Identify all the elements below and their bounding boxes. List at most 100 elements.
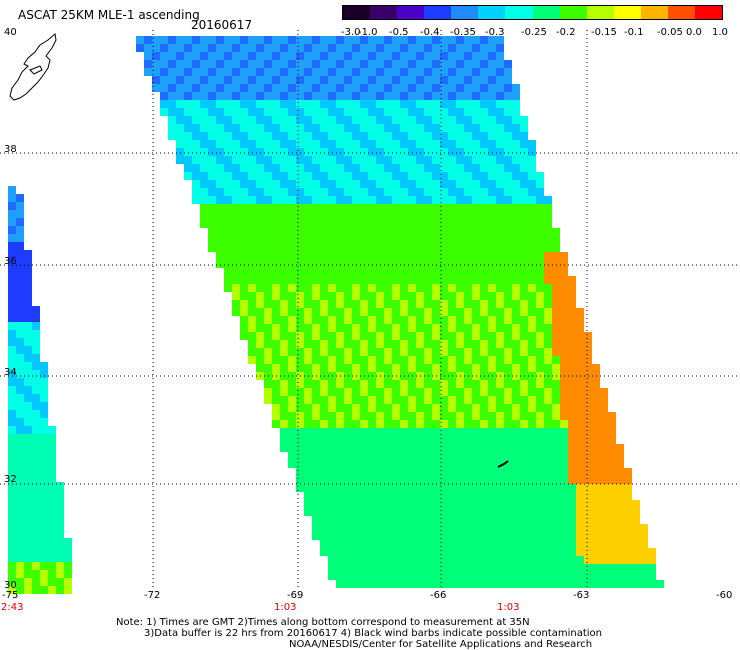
swath-cell <box>240 100 248 108</box>
swath-cell <box>248 44 256 52</box>
swath-cell <box>456 404 464 412</box>
swath-cell <box>432 316 440 324</box>
swath-cell <box>280 380 288 388</box>
swath-cell <box>544 284 552 292</box>
swath-cell <box>504 364 512 372</box>
time-label-left: 2:43 <box>1 602 24 613</box>
swath-cell <box>608 444 616 452</box>
swath-cell <box>336 572 344 580</box>
swath-cell <box>56 570 64 578</box>
swath-cell <box>488 396 496 404</box>
swath-cell <box>192 188 200 196</box>
swath-cell <box>440 284 448 292</box>
swath-cell <box>200 156 208 164</box>
swath-cell <box>624 572 632 580</box>
swath-cell <box>440 196 448 204</box>
swath-cell <box>280 284 288 292</box>
swath-cell <box>408 260 416 268</box>
swath-cell <box>248 84 256 92</box>
swath-cell <box>600 388 608 396</box>
swath-cell <box>280 180 288 188</box>
swath-cell <box>496 420 504 428</box>
swath-cell <box>384 580 392 588</box>
swath-cell <box>472 36 480 44</box>
swath-cell <box>448 44 456 52</box>
swath-cell <box>528 156 536 164</box>
swath-cell <box>584 572 592 580</box>
swath-cell <box>520 204 528 212</box>
swath-cell <box>296 204 304 212</box>
swath-cell <box>472 204 480 212</box>
swath-cell <box>40 530 48 538</box>
swath-cell <box>16 314 24 322</box>
swath-cell <box>480 308 488 316</box>
swath-cell <box>272 156 280 164</box>
swath-cell <box>328 244 336 252</box>
swath-cell <box>480 252 488 260</box>
swath-cell <box>440 52 448 60</box>
swath-cell <box>416 260 424 268</box>
swath-cell <box>232 228 240 236</box>
swath-cell <box>304 116 312 124</box>
swath-cell <box>432 236 440 244</box>
swath-cell <box>456 52 464 60</box>
swath-cell <box>488 84 496 92</box>
swath-cell <box>584 444 592 452</box>
swath-cell <box>408 292 416 300</box>
swath-cell <box>8 346 16 354</box>
swath-cell <box>320 76 328 84</box>
swath-cell <box>408 44 416 52</box>
swath-cell <box>272 356 280 364</box>
swath-cell <box>480 580 488 588</box>
swath-cell <box>384 340 392 348</box>
swath-cell <box>40 562 48 570</box>
swath-cell <box>528 412 536 420</box>
swath-cell <box>400 404 408 412</box>
swath-cell <box>200 60 208 68</box>
swath-cell <box>312 52 320 60</box>
swath-cell <box>400 476 408 484</box>
swath-cell <box>16 298 24 306</box>
swath-cell <box>392 364 400 372</box>
swath-cell <box>448 108 456 116</box>
swath-cell <box>232 300 240 308</box>
swath-cell <box>352 340 360 348</box>
swath-cell <box>24 258 32 266</box>
swath-cell <box>360 564 368 572</box>
swath-cell <box>296 276 304 284</box>
swath-cell <box>424 436 432 444</box>
swath-cell <box>360 540 368 548</box>
swath-cell <box>496 564 504 572</box>
swath-cell <box>384 172 392 180</box>
swath-cell <box>544 540 552 548</box>
swath-cell <box>184 60 192 68</box>
swath-cell <box>504 252 512 260</box>
swath-cell <box>360 548 368 556</box>
swath-cell <box>392 532 400 540</box>
swath-cell <box>440 84 448 92</box>
swath-cell <box>600 484 608 492</box>
swath-cell <box>648 548 656 556</box>
swath-cell <box>336 252 344 260</box>
swath-cell <box>240 324 248 332</box>
swath-cell <box>408 204 416 212</box>
swath-cell <box>8 554 16 562</box>
swath-cell <box>336 284 344 292</box>
swath-cell <box>32 330 40 338</box>
swath-cell <box>264 164 272 172</box>
swath-cell <box>448 100 456 108</box>
swath-cell <box>400 132 408 140</box>
swath-cell <box>368 292 376 300</box>
swath-cell <box>272 180 280 188</box>
swath-cell <box>440 388 448 396</box>
swath-cell <box>408 476 416 484</box>
swath-cell <box>48 474 56 482</box>
swath-cell <box>424 124 432 132</box>
swath-cell <box>200 172 208 180</box>
swath-cell <box>432 164 440 172</box>
swath-cell <box>280 44 288 52</box>
swath-cell <box>440 252 448 260</box>
swath-cell <box>512 92 520 100</box>
swath-cell <box>336 92 344 100</box>
swath-cell <box>472 180 480 188</box>
